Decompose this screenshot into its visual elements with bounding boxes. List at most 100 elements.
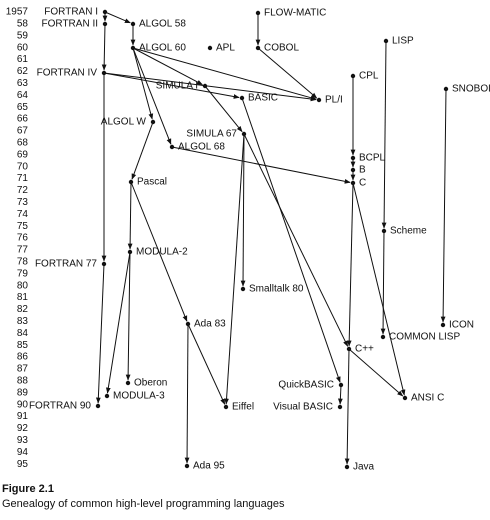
node-dot [350,155,356,161]
node-dot [346,346,352,352]
edge [95,263,105,404]
node-label: FORTRAN 90 [29,401,91,412]
node-dot [130,21,136,27]
node-dot [95,403,101,409]
node-label: SNOBOL [452,84,490,95]
node-dot [102,9,108,15]
node-dot [150,119,156,125]
node-dot [104,393,110,399]
edge [171,146,351,184]
node-dot [350,167,356,173]
node-dot [381,228,387,234]
genealogy-diagram: 1957585960616263646566676869707172737475… [6,7,490,473]
edge [224,133,245,405]
node-label: FORTRAN IV [37,68,98,79]
node-label: FORTRAN 77 [35,259,97,270]
edge [184,323,190,464]
node-dot [255,10,261,16]
node-dot [443,86,449,92]
year-label: 76 [17,233,29,244]
node-dot [240,286,246,292]
year-label: 88 [17,376,29,387]
edge [130,181,188,322]
node-label: FLOW-MATIC [264,8,326,19]
node-label: B [359,165,366,176]
year-label: 93 [17,435,29,446]
node-dot [127,249,133,255]
edge [348,348,404,397]
year-label: 73 [17,197,29,208]
year-label: 68 [17,138,29,149]
node-dot [344,464,350,470]
edge [344,348,350,465]
node-dot [440,322,446,328]
node-label: FORTRAN II [42,19,98,30]
node-dot [128,179,134,185]
node-label: BASIC [248,93,278,104]
year-label: 72 [17,185,29,196]
year-label: 66 [17,114,29,125]
edge [352,182,406,396]
year-label: 77 [17,245,29,256]
node-label: CPL [359,71,379,82]
node-dot [223,404,229,410]
node-label: SIMULA I [156,81,198,92]
year-label: 87 [17,364,29,375]
node-dot [402,395,408,401]
year-label: 91 [17,411,29,422]
year-label: 63 [17,78,29,89]
node-dot [207,45,213,51]
node-dot [337,404,343,410]
year-label: 62 [17,66,29,77]
year-label: 92 [17,423,29,434]
node-label: LISP [392,36,414,47]
year-label: 86 [17,352,29,363]
edge [241,97,341,383]
year-label: 82 [17,304,29,315]
year-label: 58 [17,19,29,30]
edge [125,251,131,381]
year-label: 79 [17,268,29,279]
edge [346,182,354,347]
node-dot [185,321,191,327]
node-dot [338,382,344,388]
node-label: ICON [449,320,474,331]
node-dot [316,97,322,103]
year-label: 85 [17,340,29,351]
edge [105,251,131,394]
node-label: MODULA-3 [113,391,165,402]
year-label: 90 [17,399,29,410]
node-label: Java [353,462,375,473]
node-label: Ada 83 [194,319,226,330]
year-label: 70 [17,161,29,172]
year-label: 59 [17,30,29,41]
edge [132,47,203,86]
node-label: MODULA-2 [136,247,188,258]
node-dot [383,38,389,44]
node-label: ANSI C [411,393,444,404]
node-dot [350,73,356,79]
node-dot [102,21,108,27]
figure-number: Figure 2.1 [2,483,54,495]
node-dot [255,45,261,51]
edge [440,88,447,323]
node-dot [202,83,208,89]
year-label: 61 [17,54,29,65]
node-dot [184,463,190,469]
node-label: Eiffel [232,402,254,413]
node-label: COBOL [264,43,299,54]
edge [257,47,318,99]
year-label: 1957 [6,7,29,18]
edge [243,133,349,347]
figure-caption: Genealogy of common high-level programmi… [2,498,285,510]
node-dot [350,180,356,186]
node-label: ALGOL 58 [139,19,186,30]
year-label: 95 [17,459,29,470]
node-dot [241,131,247,137]
edge [101,23,107,71]
edge [381,40,387,229]
year-label: 81 [17,292,29,303]
node-label: Oberon [134,378,167,389]
node-dot [130,45,136,51]
edge [132,47,154,120]
